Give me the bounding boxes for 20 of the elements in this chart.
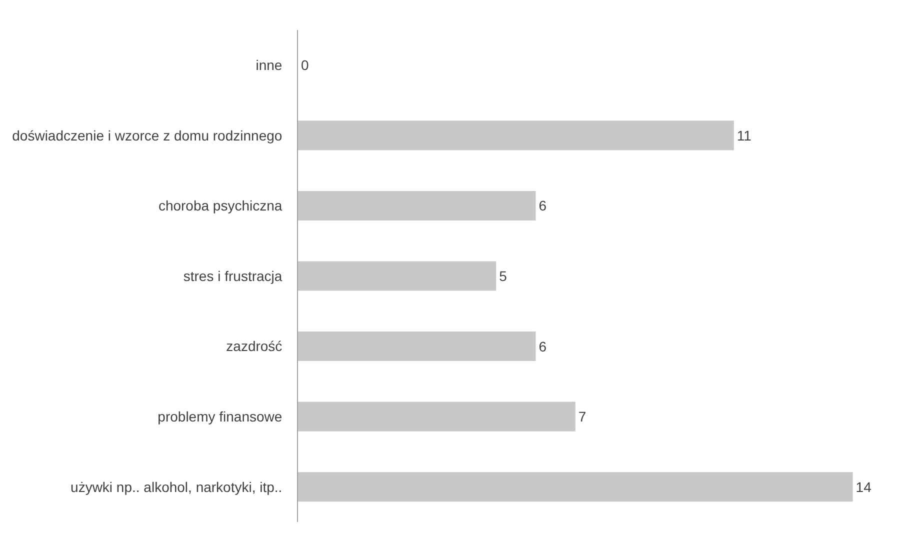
bar [298,190,536,220]
bar [298,332,536,362]
bar [298,402,576,432]
y-tick-label: doświadczenie i wzorce z domu rodzinnego [12,127,282,144]
data-label: 6 [538,338,547,354]
bar [298,120,734,150]
bar [298,472,853,502]
y-tick-label: inne [256,57,282,74]
data-label: 14 [856,478,872,495]
y-tick-label: problemy finansowe [158,408,282,424]
y-tick-label: choroba psychiczna [158,198,282,214]
data-label: 6 [538,198,547,214]
y-tick-label: zazdrość [226,338,282,354]
bar [298,261,496,291]
data-label: 5 [499,268,508,284]
data-label: 7 [578,408,586,425]
y-tick-label: stres i frustracja [183,268,282,284]
data-label: 0 [301,57,309,74]
data-label: 11 [736,127,752,144]
y-tick-label: używki np.. alkohol, narkotyki, itp.. [70,478,282,495]
